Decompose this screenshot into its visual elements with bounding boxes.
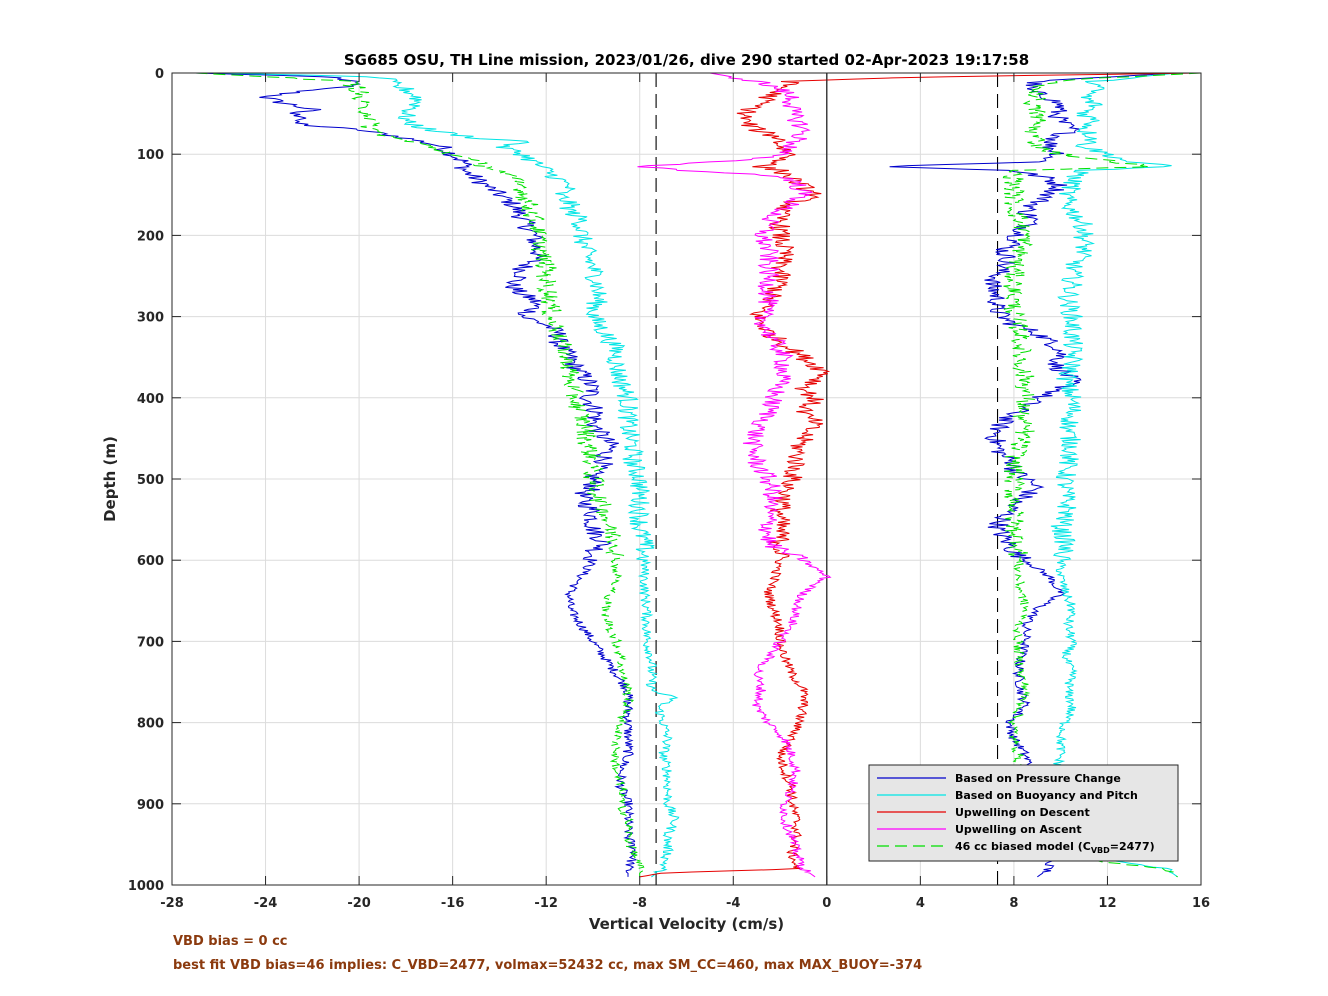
series-line bbox=[1050, 73, 1178, 878]
series-line bbox=[637, 73, 832, 878]
y-tick-label: 600 bbox=[137, 554, 164, 569]
legend-label: Based on Pressure Change bbox=[955, 772, 1121, 785]
series-line bbox=[1002, 73, 1201, 878]
legend-label: 46 cc biased model (CVBD=2477) bbox=[955, 840, 1155, 855]
x-tick-label: -24 bbox=[254, 896, 278, 911]
series-line bbox=[195, 73, 637, 877]
best-fit-note: best fit VBD bias=46 implies: C_VBD=2477… bbox=[173, 958, 923, 973]
vbd-bias-note: VBD bias = 0 cc bbox=[173, 934, 288, 949]
y-tick-label: 900 bbox=[137, 798, 164, 813]
x-tick-label: -20 bbox=[347, 896, 371, 911]
x-tick-label: 8 bbox=[1009, 896, 1018, 911]
series-upwelling-on-ascent bbox=[637, 73, 832, 878]
y-tick-label: 700 bbox=[137, 635, 164, 650]
reference-lines bbox=[655, 73, 999, 885]
x-tick-label: -12 bbox=[534, 896, 558, 911]
series-based-on-buoyancy-and-pitch bbox=[218, 73, 1178, 878]
y-tick-label: 500 bbox=[137, 473, 164, 488]
legend-box bbox=[868, 764, 1179, 862]
series-46-cc-biased-model-c-vbd-2477 bbox=[195, 73, 1201, 878]
x-tick-label: 4 bbox=[916, 896, 925, 911]
series-line bbox=[195, 73, 645, 877]
legend-label: Upwelling on Ascent bbox=[955, 823, 1082, 836]
legend: Based on Pressure Change Based on Buoyanc… bbox=[868, 764, 1179, 862]
legend-label: Upwelling on Descent bbox=[955, 806, 1090, 819]
x-tick-label: 12 bbox=[1098, 896, 1116, 911]
axis-ticks: -28 -24 -20 -16 -12 -8 -4 0 4 8 12 16 0 100 200 300 400 5… bbox=[128, 67, 1210, 911]
y-axis-label: Depth (m) bbox=[101, 436, 119, 522]
x-tick-label: -16 bbox=[441, 896, 465, 911]
chart-title: SG685 OSU, TH Line mission, 2023/01/26, … bbox=[344, 51, 1029, 69]
series-group bbox=[195, 73, 1201, 878]
y-tick-label: 800 bbox=[137, 717, 164, 732]
x-tick-label: 16 bbox=[1192, 896, 1210, 911]
x-tick-label: 0 bbox=[822, 896, 831, 911]
y-tick-label: 400 bbox=[137, 392, 164, 407]
series-line bbox=[218, 73, 680, 878]
legend-label: Based on Buoyancy and Pitch bbox=[955, 789, 1138, 802]
x-tick-label: -8 bbox=[633, 896, 647, 911]
y-tick-label: 300 bbox=[137, 311, 164, 326]
x-tick-label: -28 bbox=[160, 896, 184, 911]
y-tick-label: 0 bbox=[155, 67, 164, 82]
y-tick-label: 1000 bbox=[128, 879, 164, 894]
x-axis-label: Vertical Velocity (cm/s) bbox=[589, 915, 784, 933]
x-tick-label: -4 bbox=[726, 896, 740, 911]
y-tick-label: 100 bbox=[137, 148, 164, 163]
y-tick-label: 200 bbox=[137, 229, 164, 244]
